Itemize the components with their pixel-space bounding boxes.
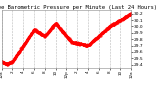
Title: Milwaukee Barometric Pressure per Minute (Last 24 Hours): Milwaukee Barometric Pressure per Minute… (0, 5, 157, 10)
